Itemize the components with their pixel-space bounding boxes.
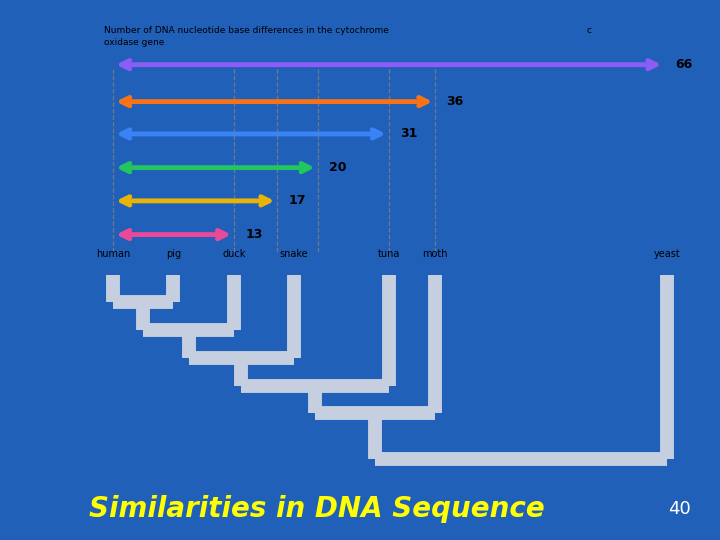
- Text: yeast: yeast: [654, 248, 681, 259]
- Text: 17: 17: [289, 194, 306, 207]
- Text: 36: 36: [446, 95, 464, 108]
- Text: oxidase gene: oxidase gene: [104, 38, 164, 48]
- Text: Number of DNA nucleotide base differences in the cytochrome: Number of DNA nucleotide base difference…: [104, 26, 389, 35]
- Text: 40: 40: [668, 500, 691, 518]
- Text: 31: 31: [400, 127, 418, 140]
- Text: 13: 13: [245, 228, 263, 241]
- Text: pig: pig: [166, 248, 181, 259]
- Text: 20: 20: [329, 161, 346, 174]
- Text: c: c: [587, 26, 592, 35]
- Text: snake: snake: [280, 248, 308, 259]
- Text: 66: 66: [675, 58, 693, 71]
- Text: duck: duck: [222, 248, 246, 259]
- Text: moth: moth: [423, 248, 448, 259]
- Text: human: human: [96, 248, 130, 259]
- Text: Similarities in DNA Sequence: Similarities in DNA Sequence: [89, 495, 544, 523]
- Text: tuna: tuna: [377, 248, 400, 259]
